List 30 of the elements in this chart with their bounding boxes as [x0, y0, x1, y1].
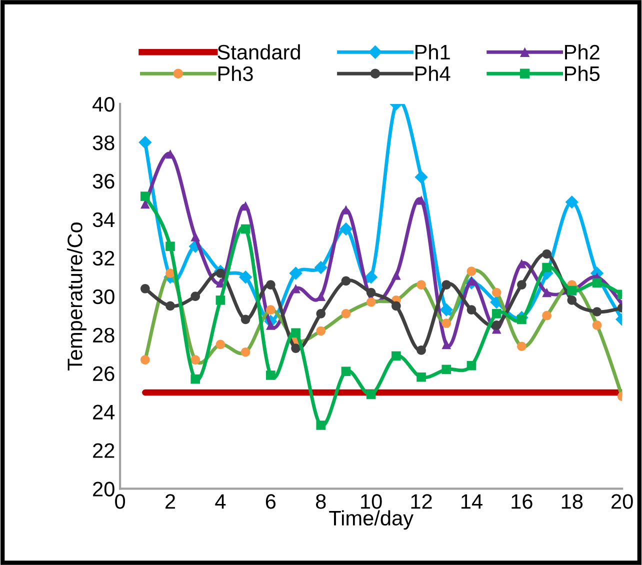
y-tick-label: 32 [92, 250, 114, 266]
legend-label: Standard [218, 44, 300, 60]
y-tick-label: 26 [93, 366, 114, 382]
x-tick-label: 18 [562, 494, 583, 509]
legend-label: Ph2 [565, 44, 600, 60]
x-tick-label: 20 [612, 494, 633, 509]
y-tick-label: 30 [92, 289, 114, 304]
x-axis-title: Time/day [329, 510, 414, 530]
y-tick-label: 40 [92, 96, 114, 112]
legend-label: Ph4 [415, 66, 450, 81]
y-axis-title: Temperature/Co [67, 222, 86, 371]
y-tick-label: 20 [93, 482, 114, 496]
legend-label: Ph5 [565, 66, 600, 82]
x-tick-label: 4 [215, 494, 226, 509]
y-tick-label: 36 [92, 174, 114, 189]
x-tick-label: 16 [512, 494, 532, 509]
y-tick-label: 24 [93, 404, 115, 420]
x-tick-label: 8 [316, 494, 326, 509]
legend-label: Ph3 [218, 66, 253, 82]
x-tick-label: 12 [411, 494, 432, 509]
x-tick-label: 0 [115, 494, 126, 509]
y-tick-label: 38 [92, 135, 114, 150]
legend-label: Ph1 [415, 44, 450, 60]
x-tick-label: 14 [461, 494, 482, 509]
x-tick-label: 10 [361, 494, 382, 509]
y-tick-label: 22 [93, 443, 114, 458]
x-tick-label: 6 [266, 494, 276, 509]
y-tick-label: 28 [93, 328, 114, 343]
y-tick-label: 34 [92, 212, 115, 228]
x-tick-label: 2 [166, 494, 176, 509]
